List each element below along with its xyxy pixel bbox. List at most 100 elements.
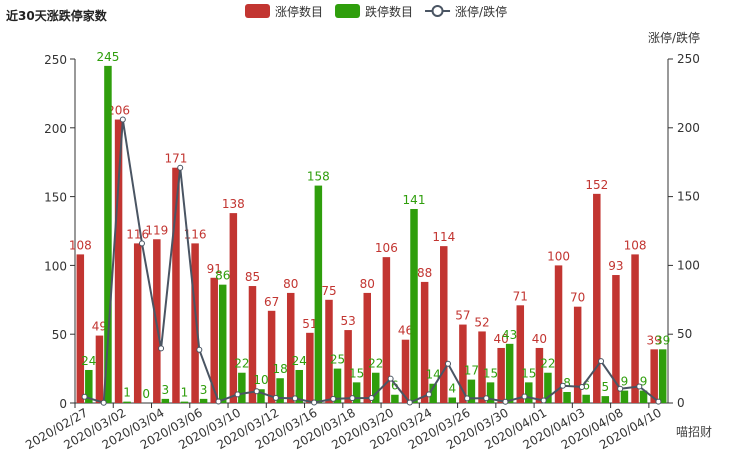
bar bbox=[631, 254, 639, 403]
bar-value-label: 57 bbox=[455, 309, 470, 323]
bar bbox=[382, 257, 391, 403]
bar-value-label: 141 bbox=[403, 193, 426, 207]
bar bbox=[248, 286, 257, 403]
bar-value-label: 15 bbox=[521, 366, 536, 380]
bar-value-label: 25 bbox=[330, 353, 345, 367]
bar-value-label: 116 bbox=[184, 227, 207, 241]
bar bbox=[199, 398, 208, 403]
bar-value-label: 86 bbox=[215, 269, 230, 283]
bar-value-label: 9 bbox=[621, 375, 629, 389]
line-point bbox=[100, 399, 107, 406]
bar-value-label: 1 bbox=[123, 386, 131, 400]
bar-value-label: 24 bbox=[292, 354, 307, 368]
bar bbox=[429, 383, 437, 403]
line-point bbox=[119, 116, 126, 123]
bar bbox=[620, 390, 629, 403]
line-point bbox=[445, 360, 452, 367]
bar bbox=[593, 193, 601, 403]
legend-swatch bbox=[335, 4, 361, 18]
bar bbox=[535, 347, 544, 403]
bar bbox=[601, 396, 610, 403]
bar bbox=[104, 65, 112, 403]
bar-value-label: 91 bbox=[207, 262, 222, 276]
bar bbox=[650, 349, 658, 403]
y-tick-label: 200 bbox=[44, 122, 67, 136]
bar-value-label: 75 bbox=[321, 284, 336, 298]
bar bbox=[161, 398, 170, 403]
bar-value-label: 108 bbox=[624, 238, 647, 252]
line-point bbox=[349, 395, 356, 402]
bar bbox=[295, 369, 303, 403]
bar bbox=[478, 331, 486, 403]
bar-value-label: 39 bbox=[655, 333, 670, 347]
bar-value-label: 158 bbox=[307, 170, 330, 184]
bar bbox=[85, 369, 93, 403]
line-point bbox=[540, 397, 547, 404]
y2-tick-label: 0 bbox=[677, 396, 685, 410]
bar-value-label: 22 bbox=[234, 357, 249, 371]
bar-value-label: 3 bbox=[200, 383, 208, 397]
bar-value-label: 6 bbox=[582, 379, 590, 393]
bar-value-label: 93 bbox=[608, 259, 623, 273]
line-point bbox=[578, 383, 585, 390]
line-point bbox=[138, 240, 145, 247]
bar-value-label: 15 bbox=[483, 366, 498, 380]
legend-swatch bbox=[431, 5, 444, 17]
bar bbox=[95, 335, 104, 403]
bar bbox=[582, 394, 590, 403]
bar bbox=[210, 277, 218, 403]
bar bbox=[448, 397, 457, 403]
line-point bbox=[272, 394, 279, 401]
bar-value-label: 40 bbox=[532, 332, 547, 346]
watermark: 喵招财 bbox=[676, 425, 712, 439]
bar bbox=[286, 292, 295, 403]
line-point bbox=[598, 358, 605, 365]
line-point bbox=[406, 399, 413, 406]
bar-value-label: 46 bbox=[398, 324, 413, 338]
bar-value-label: 80 bbox=[360, 277, 375, 291]
bar-value-label: 15 bbox=[349, 366, 364, 380]
bar-value-label: 51 bbox=[302, 317, 317, 331]
bar bbox=[467, 379, 476, 403]
line-point bbox=[311, 399, 318, 406]
bar-value-label: 3 bbox=[162, 383, 170, 397]
bar-value-label: 108 bbox=[69, 238, 92, 252]
bar-value-label: 18 bbox=[272, 362, 287, 376]
line-point bbox=[655, 398, 662, 405]
bar bbox=[333, 368, 342, 403]
line-point bbox=[559, 382, 566, 389]
bar bbox=[306, 332, 314, 403]
bar bbox=[612, 275, 620, 403]
line-point bbox=[387, 375, 394, 382]
bar-value-label: 245 bbox=[96, 50, 119, 64]
bar-value-label: 43 bbox=[502, 328, 517, 342]
y-tick-label: 50 bbox=[52, 328, 67, 342]
y-tick-label: 100 bbox=[44, 259, 67, 273]
bar bbox=[505, 343, 514, 403]
bar-value-label: 5 bbox=[601, 380, 609, 394]
line-point bbox=[521, 393, 528, 400]
line-point bbox=[177, 164, 184, 171]
bar-value-label: 6 bbox=[391, 379, 399, 393]
bar bbox=[314, 185, 323, 403]
bar bbox=[363, 292, 371, 403]
bar bbox=[658, 349, 667, 403]
y2-tick-label: 100 bbox=[677, 258, 700, 272]
bar-value-label: 114 bbox=[432, 230, 455, 244]
y-tick-label: 150 bbox=[44, 191, 67, 205]
bar bbox=[191, 243, 199, 403]
bar bbox=[352, 382, 361, 403]
bar-value-label: 53 bbox=[340, 314, 355, 328]
bar bbox=[238, 372, 246, 403]
bar-value-label: 49 bbox=[92, 320, 107, 334]
bar bbox=[276, 378, 284, 403]
bar-value-label: 22 bbox=[540, 357, 555, 371]
bar bbox=[563, 391, 571, 403]
bar bbox=[544, 372, 552, 403]
bar-value-label: 88 bbox=[417, 266, 432, 280]
bar bbox=[497, 347, 505, 403]
bar bbox=[123, 401, 131, 403]
y2-tick-label: 250 bbox=[677, 52, 700, 66]
legend-label: 跌停数目 bbox=[365, 4, 413, 19]
line-point bbox=[483, 395, 490, 402]
